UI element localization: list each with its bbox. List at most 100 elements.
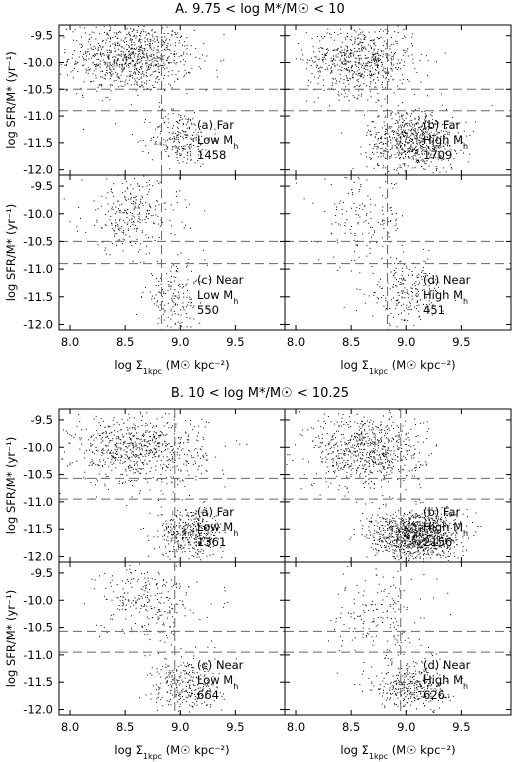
data-point [401,319,403,321]
data-point [215,139,217,141]
data-point [91,461,93,462]
data-point [367,44,369,46]
data-point [212,545,214,547]
data-point [204,526,206,528]
data-point [145,445,147,446]
data-point [382,194,383,196]
data-point [99,435,101,436]
data-point [404,123,406,125]
data-point [348,451,350,453]
data-point [403,278,404,280]
data-point [377,445,379,446]
data-point [192,534,194,536]
data-point [430,153,432,155]
data-point [119,63,121,65]
data-point [370,226,371,228]
data-point [377,116,379,118]
data-point [118,58,119,60]
data-point [361,467,363,469]
data-point [414,68,416,70]
data-point [353,20,354,21]
data-point [156,38,158,40]
data-point [184,115,186,117]
data-point [403,136,405,138]
data-point [324,178,326,180]
data-point [334,472,336,474]
data-point [122,60,124,62]
data-point [140,47,142,48]
data-point [370,158,372,160]
data-point [331,439,333,441]
data-point [172,551,174,553]
data-point [111,469,113,471]
data-point [157,515,159,517]
data-point [139,61,141,63]
data-point [155,214,157,216]
data-point [189,450,191,452]
data-point [379,38,381,39]
data-point [125,446,127,448]
data-point [423,131,425,133]
data-point [366,134,368,136]
data-point [146,213,147,215]
data-point [336,442,338,444]
data-point [103,26,105,28]
data-point [196,146,198,148]
data-point [106,66,108,68]
data-point [399,158,401,159]
data-point [166,527,168,529]
data-point [351,67,352,69]
data-point [181,118,183,120]
data-point [145,44,147,46]
data-point [412,147,414,149]
data-point [171,225,173,227]
data-point [364,67,365,69]
data-point [335,437,337,439]
data-point [161,553,163,555]
data-point [400,133,402,135]
data-point [418,107,420,109]
data-point [384,150,386,152]
data-point [140,468,142,470]
data-point [216,76,218,78]
data-point [176,465,178,467]
data-point [436,124,438,125]
data-point [193,123,195,125]
data-point [210,546,211,548]
data-point [441,93,442,95]
data-point [397,300,399,302]
data-point [390,75,392,77]
data-point [105,444,107,446]
data-point [357,78,359,80]
data-point [139,492,141,494]
data-point [153,436,155,438]
data-point [109,219,111,221]
data-point [141,58,142,59]
data-point [178,133,180,135]
data-point [86,69,88,71]
data-point [79,26,81,28]
data-point [421,124,423,126]
data-point [180,525,182,527]
data-point [362,73,364,75]
data-point [455,135,457,137]
data-point [183,64,185,66]
data-point [200,525,202,527]
data-point [431,111,433,113]
data-point [185,528,187,530]
data-point [385,73,387,75]
data-point [199,302,201,304]
data-point [117,225,119,227]
data-point [337,455,339,457]
data-point [102,46,104,48]
data-point [359,476,361,478]
data-point [176,136,178,138]
data-point [116,233,118,235]
data-point [156,64,158,65]
data-point [456,153,458,155]
data-point [301,49,302,51]
data-point [407,165,409,167]
data-point [395,67,397,68]
